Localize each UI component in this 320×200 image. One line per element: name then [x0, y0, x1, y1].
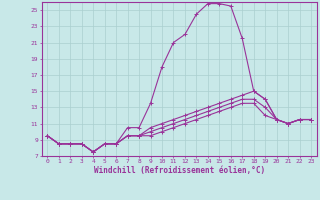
X-axis label: Windchill (Refroidissement éolien,°C): Windchill (Refroidissement éolien,°C) — [94, 166, 265, 175]
